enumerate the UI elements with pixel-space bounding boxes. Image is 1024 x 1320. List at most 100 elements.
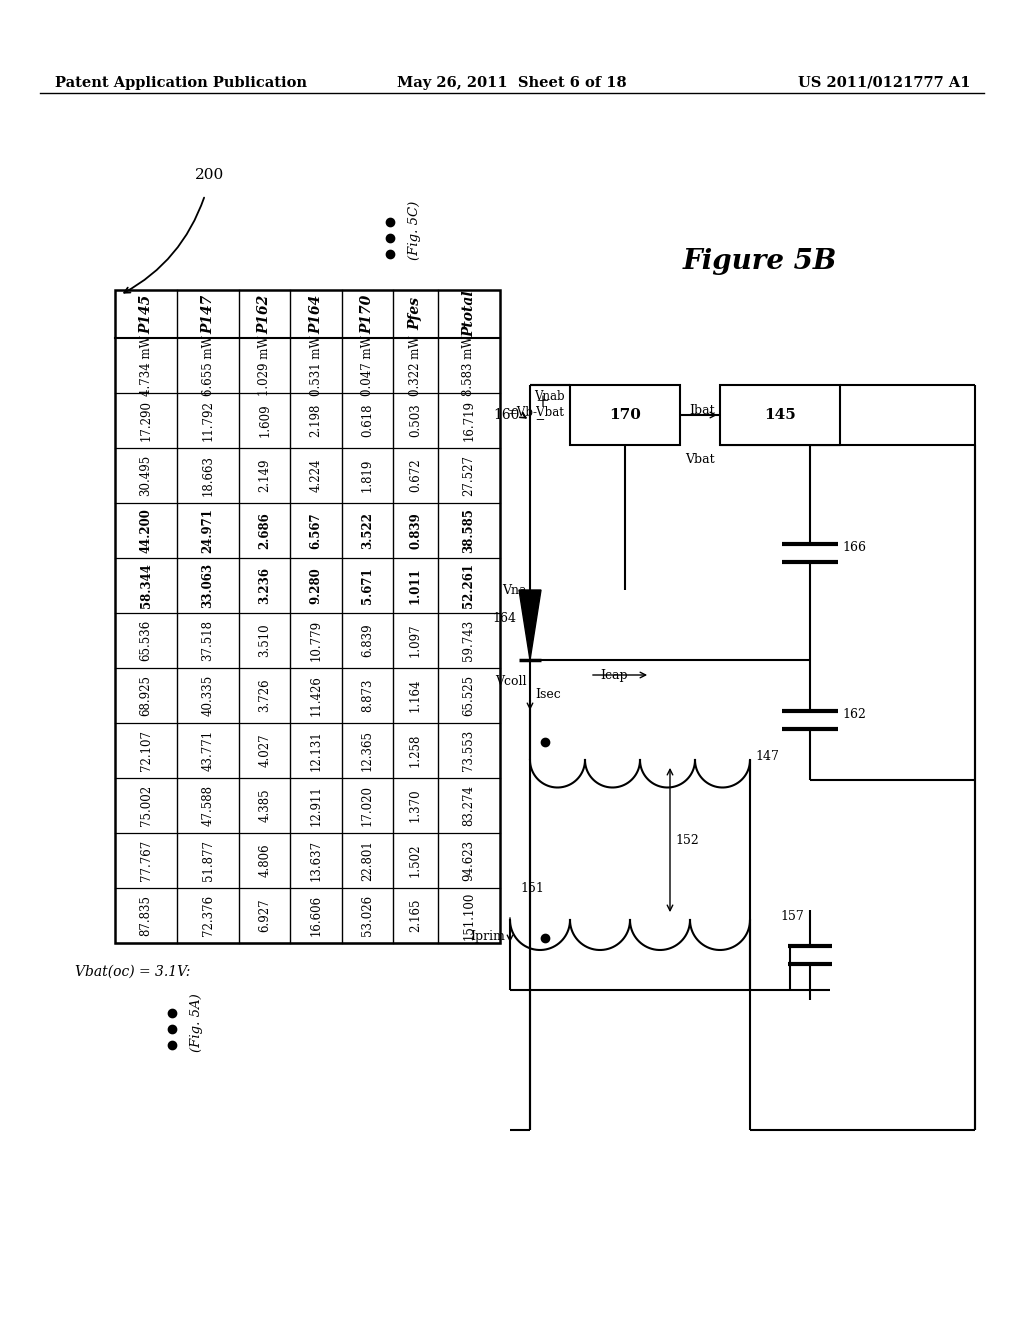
Text: 6.927: 6.927 [258, 899, 271, 932]
Text: 4.806: 4.806 [258, 843, 271, 878]
Text: 30.495: 30.495 [139, 455, 153, 496]
Text: 4.734 mW: 4.734 mW [139, 335, 153, 396]
Text: 40.335: 40.335 [202, 675, 215, 717]
Text: Vbat(oc) = 3.1V:: Vbat(oc) = 3.1V: [75, 965, 190, 979]
Text: 3.510: 3.510 [258, 623, 271, 657]
Polygon shape [519, 590, 541, 660]
Text: 94.623: 94.623 [463, 840, 475, 880]
Text: 0.531 mW: 0.531 mW [309, 335, 323, 396]
Text: 1.097: 1.097 [409, 623, 422, 657]
Text: 1.258: 1.258 [409, 734, 422, 767]
Text: 16.606: 16.606 [309, 895, 323, 936]
Text: 0.839: 0.839 [409, 512, 422, 549]
Text: 43.771: 43.771 [202, 730, 215, 771]
Text: 17.290: 17.290 [139, 400, 153, 441]
Text: May 26, 2011  Sheet 6 of 18: May 26, 2011 Sheet 6 of 18 [397, 77, 627, 90]
Text: 24.971: 24.971 [202, 508, 215, 553]
Text: 44.200: 44.200 [139, 508, 153, 553]
Text: 6.839: 6.839 [360, 623, 374, 657]
Text: 65.525: 65.525 [463, 675, 475, 715]
Text: 27.527: 27.527 [463, 455, 475, 496]
Text: US 2011/0121777 A1: US 2011/0121777 A1 [798, 77, 970, 90]
Text: Patent Application Publication: Patent Application Publication [55, 77, 307, 90]
Text: 9.280: 9.280 [309, 568, 323, 603]
Text: 73.553: 73.553 [463, 730, 475, 771]
Text: 68.925: 68.925 [139, 675, 153, 715]
Bar [115, 290, 500, 942]
Text: 157: 157 [780, 909, 804, 923]
Text: 83.274: 83.274 [463, 785, 475, 826]
Text: 0.322 mW: 0.322 mW [409, 335, 422, 396]
Text: Icap: Icap [600, 668, 628, 681]
Text: 77.767: 77.767 [139, 840, 153, 882]
Text: 170: 170 [609, 408, 641, 422]
Text: Vna: Vna [503, 583, 527, 597]
Text: 3.236: 3.236 [258, 568, 271, 605]
Bar [570, 385, 680, 445]
Text: 59.743: 59.743 [463, 620, 475, 661]
Text: 72.107: 72.107 [139, 730, 153, 771]
Text: Figure 5B: Figure 5B [683, 248, 838, 275]
Text: 33.063: 33.063 [202, 562, 215, 609]
Text: 3.522: 3.522 [360, 512, 374, 549]
Text: 1.164: 1.164 [409, 678, 422, 713]
Text: 87.835: 87.835 [139, 895, 153, 936]
Text: 5.671: 5.671 [360, 568, 374, 603]
Text: 47.588: 47.588 [202, 785, 215, 826]
Text: 17.020: 17.020 [360, 785, 374, 826]
Text: 22.801: 22.801 [360, 840, 374, 880]
Text: 1.819: 1.819 [360, 459, 374, 492]
Text: 72.376: 72.376 [202, 895, 215, 936]
Text: 51.877: 51.877 [202, 840, 215, 880]
Text: 3.726: 3.726 [258, 678, 271, 713]
Text: P145: P145 [139, 294, 153, 334]
Text: 151: 151 [520, 882, 544, 895]
Text: 12.911: 12.911 [309, 785, 323, 826]
Text: 1.011: 1.011 [409, 568, 422, 603]
Text: 11.426: 11.426 [309, 675, 323, 715]
Text: 37.518: 37.518 [202, 620, 215, 661]
Text: 0.503: 0.503 [409, 404, 422, 437]
Text: 12.365: 12.365 [360, 730, 374, 771]
Text: 2.165: 2.165 [409, 899, 422, 932]
Text: 160: 160 [494, 408, 520, 422]
Text: 0.047 mW: 0.047 mW [360, 335, 374, 396]
Text: +: + [535, 393, 549, 411]
Text: 1.370: 1.370 [409, 788, 422, 822]
Text: P170: P170 [360, 294, 375, 334]
Text: 75.002: 75.002 [139, 785, 153, 826]
Text: 162: 162 [842, 709, 866, 722]
Text: Vnab
=Vb-Vbat: Vnab =Vb-Vbat [508, 389, 565, 418]
Text: (Fig. 5C): (Fig. 5C) [408, 201, 421, 260]
Text: 16.719: 16.719 [463, 400, 475, 441]
Text: Vcoll: Vcoll [496, 675, 527, 688]
Text: 53.026: 53.026 [360, 895, 374, 936]
Text: 0.672: 0.672 [409, 458, 422, 492]
Text: P147: P147 [201, 294, 215, 334]
Text: Vbat: Vbat [685, 453, 715, 466]
Text: 8.873: 8.873 [360, 678, 374, 713]
Text: 38.585: 38.585 [463, 508, 475, 553]
Text: 2.686: 2.686 [258, 512, 271, 549]
Text: 13.637: 13.637 [309, 840, 323, 880]
Text: 6.567: 6.567 [309, 512, 323, 549]
Text: 1.029 mW: 1.029 mW [258, 335, 271, 396]
Text: 18.663: 18.663 [202, 455, 215, 496]
Text: 1.609: 1.609 [258, 404, 271, 437]
Text: 1.502: 1.502 [409, 843, 422, 878]
Text: 147: 147 [755, 750, 779, 763]
Text: 166: 166 [842, 541, 866, 554]
Text: 6.655 mW: 6.655 mW [202, 335, 215, 396]
Text: P164: P164 [309, 294, 323, 334]
Text: 145: 145 [764, 408, 796, 422]
Text: 152: 152 [675, 833, 698, 846]
Text: 200: 200 [195, 168, 224, 182]
Text: 4.224: 4.224 [309, 459, 323, 492]
Text: 58.344: 58.344 [139, 564, 153, 609]
Bar [720, 385, 840, 445]
Text: 12.131: 12.131 [309, 730, 323, 771]
Text: Ibat: Ibat [689, 404, 715, 417]
Text: 8.583 mW: 8.583 mW [463, 335, 475, 396]
Text: 4.385: 4.385 [258, 788, 271, 822]
Text: (Fig. 5A): (Fig. 5A) [190, 994, 203, 1052]
